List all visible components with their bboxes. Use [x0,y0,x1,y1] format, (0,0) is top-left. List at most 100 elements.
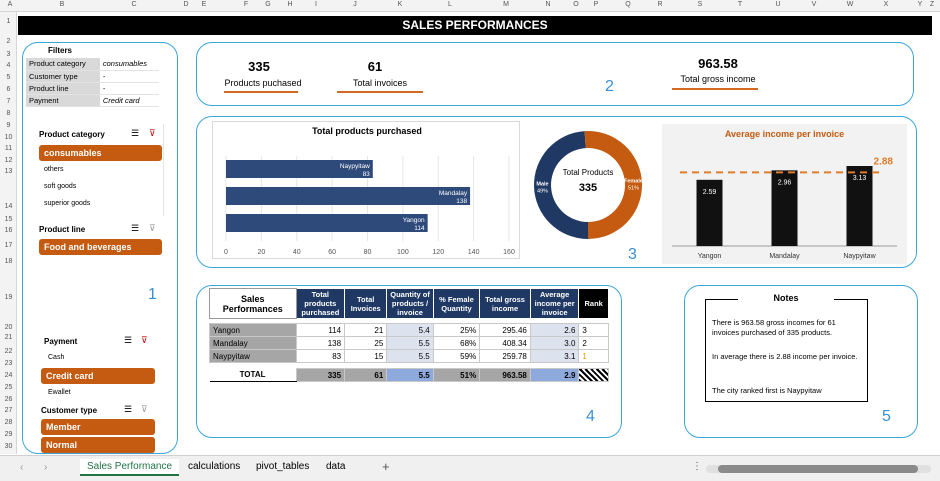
row-header[interactable]: 7 [6,98,11,105]
tab-sales-performance[interactable]: Sales Performance [80,459,180,476]
slicer-item-credit-card[interactable]: Credit card [41,368,155,384]
column-header[interactable]: L [448,1,452,8]
slicer-item-normal[interactable]: Normal [41,437,155,453]
row-header[interactable]: 26 [4,396,13,403]
add-sheet-button[interactable]: + [382,459,390,474]
column-header[interactable]: X [883,1,889,8]
row-header[interactable]: 27 [4,407,13,414]
row-header[interactable]: 28 [4,419,13,426]
table-cell[interactable]: 2 [578,336,609,350]
table-cell[interactable]: 2.9 [529,368,580,382]
row-header[interactable]: 12 [4,157,13,164]
slicer-item-ewallet[interactable]: Ewallet [48,389,71,396]
column-header[interactable]: G [265,1,271,8]
table-cell[interactable]: 335 [295,368,346,382]
column-header[interactable]: Q [625,1,631,8]
row-header[interactable]: 3 [6,51,11,58]
multiselect-icon[interactable]: ☰ [131,223,140,233]
row-header[interactable]: 14 [4,203,13,210]
clear-filter-icon[interactable]: ⊽ [149,223,156,233]
row-header[interactable]: 24 [4,372,13,379]
table-cell[interactable]: 138 [295,336,346,350]
slicer-item-food-and-beverages[interactable]: Food and beverages [39,239,162,255]
row-header[interactable]: 17 [4,242,13,249]
slicer-item-cash[interactable]: Cash [48,354,65,361]
table-cell[interactable]: 5.5 [386,336,434,350]
row-header[interactable]: 16 [4,227,13,234]
filter-value[interactable]: - [99,82,159,95]
table-cell[interactable]: Mandalay [209,336,297,350]
column-header[interactable]: B [59,1,65,8]
table-cell[interactable]: 2.6 [529,323,580,337]
clear-filter-icon[interactable]: ⊽ [141,404,148,414]
column-header[interactable]: S [697,1,703,8]
filter-value[interactable]: - [99,70,159,83]
row-header[interactable]: 19 [4,294,13,301]
row-header[interactable]: 11 [4,145,13,152]
table-cell[interactable]: 5.5 [386,349,434,363]
row-header[interactable]: 5 [6,74,11,81]
table-cell[interactable] [578,368,609,382]
table-cell[interactable]: 408.34 [479,336,531,350]
table-cell[interactable]: 1 [578,349,609,363]
column-header[interactable]: C [131,1,137,8]
multiselect-icon[interactable]: ☰ [124,335,133,345]
column-header[interactable]: A [7,1,13,8]
table-cell[interactable]: 3 [578,323,609,337]
scroll-right-icon[interactable]: › [44,462,48,473]
column-header[interactable]: I [315,1,317,8]
column-header[interactable]: E [201,1,207,8]
row-header[interactable]: 2 [6,38,11,45]
bar-chart-container[interactable]: Total products purchased 0 20 40 60 80 100 120… [212,121,520,259]
row-header[interactable]: 6 [6,86,11,93]
table-cell[interactable]: 963.58 [479,368,531,382]
table-cell[interactable]: 25 [344,336,388,350]
column-header[interactable]: N [545,1,551,8]
column-header[interactable]: T [737,1,743,8]
scrollbar-thumb[interactable] [718,465,918,473]
more-options-icon[interactable]: ⋮ [692,461,702,472]
slicer-item-soft-goods[interactable]: soft goods [44,183,77,190]
slicer-item-consumables[interactable]: consumables [39,145,162,161]
table-cell[interactable]: 51% [432,368,481,382]
row-header[interactable]: 4 [6,62,11,69]
table-cell[interactable]: 3.1 [529,349,580,363]
table-cell[interactable]: 259.78 [479,349,531,363]
tab-pivot-tables[interactable]: pivot_tables [256,461,310,472]
row-header[interactable]: 9 [6,122,11,129]
row-header[interactable]: 21 [4,334,13,341]
table-cell[interactable]: 59% [432,349,481,363]
row-header[interactable]: 23 [4,360,13,367]
column-header[interactable]: V [811,1,817,8]
slicer-item-member[interactable]: Member [41,419,155,435]
table-cell[interactable]: 5.4 [386,323,434,337]
avg-income-chart-container[interactable]: Average income per invoice 2.59 Yangon 2.9… [662,124,907,264]
row-header[interactable]: 30 [4,443,13,450]
slicer-item-superior-goods[interactable]: superior goods [44,200,91,207]
column-header[interactable]: Y [917,1,923,8]
row-header[interactable]: 1 [6,18,11,25]
column-header[interactable]: Z [929,1,935,8]
column-header[interactable]: U [775,1,781,8]
table-cell[interactable]: 61 [344,368,388,382]
slicer-item-others[interactable]: others [44,166,64,173]
table-cell[interactable]: TOTAL [209,368,297,382]
table-cell[interactable]: 83 [295,349,346,363]
row-header[interactable]: 20 [4,324,13,331]
table-cell[interactable]: 114 [295,323,346,337]
filter-value[interactable]: consumables [99,58,159,71]
horizontal-scrollbar[interactable] [706,465,931,473]
row-header[interactable]: 13 [4,168,13,175]
column-header[interactable]: H [287,1,293,8]
row-header[interactable]: 15 [4,216,13,223]
table-cell[interactable]: 3.0 [529,336,580,350]
row-header[interactable]: 22 [4,348,13,355]
column-header[interactable]: P [593,1,599,8]
table-cell[interactable]: Yangon [209,323,297,337]
table-cell[interactable]: 21 [344,323,388,337]
column-header[interactable]: M [503,1,509,8]
row-header[interactable]: 10 [4,134,13,141]
tab-calculations[interactable]: calculations [188,461,241,472]
table-cell[interactable]: 25% [432,323,481,337]
